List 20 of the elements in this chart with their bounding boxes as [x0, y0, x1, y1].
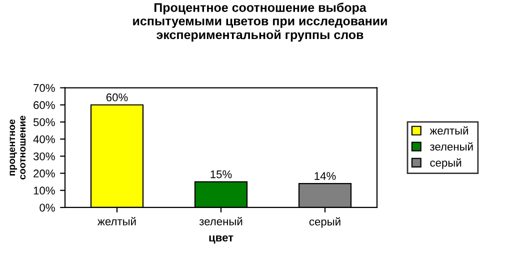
x-tick-label: зеленый [199, 217, 242, 226]
legend-label: зеленый [430, 142, 473, 151]
y-tick-label: 50% [33, 118, 55, 126]
y-tick-label: 10% [34, 186, 55, 195]
y-tick-label: 60% [34, 101, 55, 110]
data-label: 15% [210, 170, 232, 178]
x-tick-label: серый [309, 217, 340, 228]
x-tick-label: желтый [98, 217, 136, 226]
legend-label: серый [430, 158, 462, 169]
legend-label: желтый [430, 126, 468, 135]
data-label: 14% [314, 172, 336, 180]
y-tick-label: 20% [34, 170, 55, 178]
y-tick-label: 30% [33, 152, 55, 160]
y-axis-title: процентное соотношение [10, 116, 26, 180]
data-label: 60% [106, 93, 128, 102]
y-tick-label: 0% [40, 204, 55, 212]
x-axis-title: цвет [209, 235, 234, 244]
y-tick-label: 40% [33, 135, 55, 144]
chart-title: Процентное соотношение выбора испытуемыми цветов при исследовании экспериментальной группы слов [133, 2, 387, 42]
y-tick-label: 70% [34, 84, 55, 92]
